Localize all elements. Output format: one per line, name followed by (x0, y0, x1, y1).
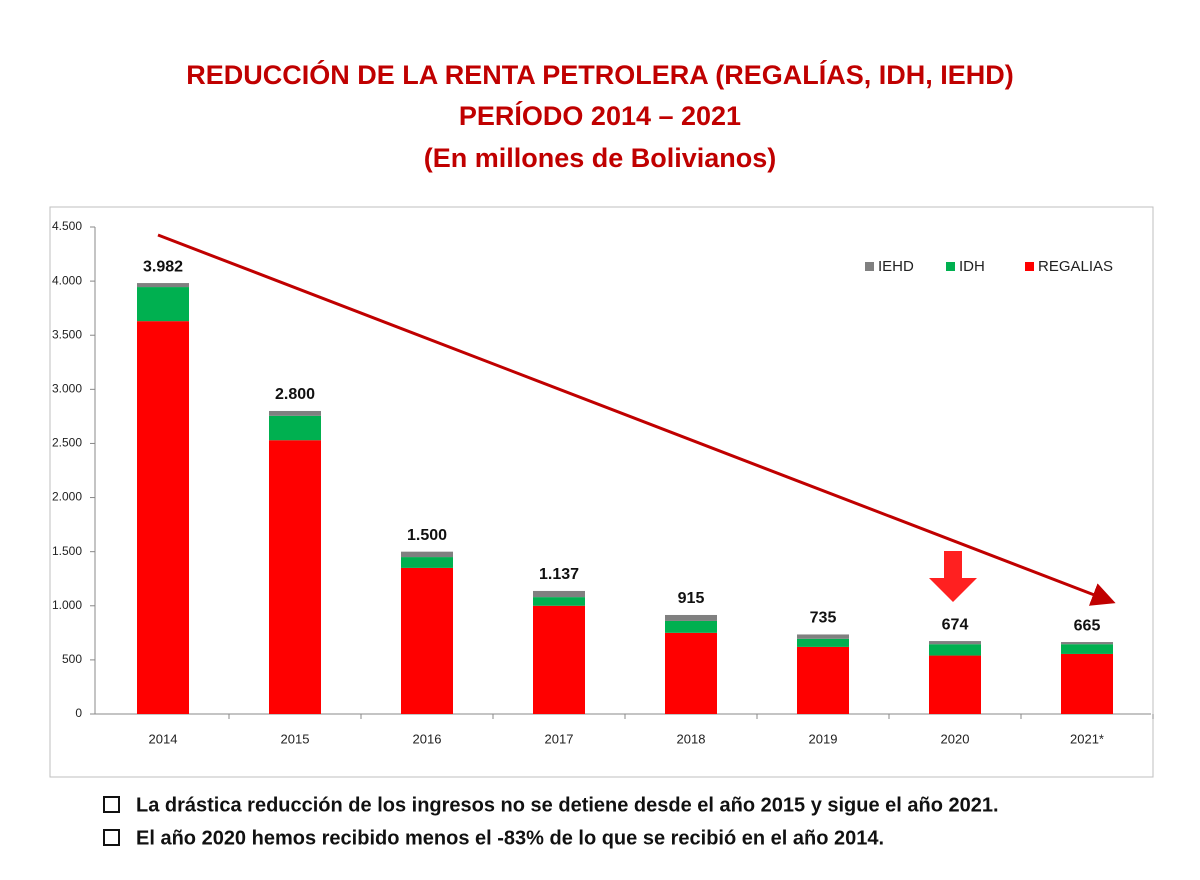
bar-segment (137, 321, 189, 714)
bar-segment (533, 605, 585, 714)
total-label: 915 (678, 590, 705, 607)
y-tick-label: 2.000 (52, 490, 82, 504)
chart-subtitle: (En millones de Bolivianos) (424, 143, 777, 173)
bar-segment (929, 644, 981, 656)
note: El año 2020 hemos recibido menos el -83%… (136, 827, 884, 849)
total-label: 735 (810, 610, 837, 627)
bar-segment (401, 551, 453, 558)
bar-segment (1061, 642, 1113, 645)
bar-segment (929, 655, 981, 714)
bar-segment (137, 283, 189, 288)
down-arrow (929, 551, 977, 602)
bar-segment (1061, 653, 1113, 714)
bar-segment (929, 641, 981, 645)
bar-segment (797, 646, 849, 714)
bar-segment (665, 632, 717, 714)
x-tick-label: 2017 (545, 731, 574, 746)
bar-segment (533, 597, 585, 606)
trend-arrow (157, 233, 1116, 606)
chart-subtitle: PERÍODO 2014 – 2021 (459, 100, 741, 131)
y-tick-label: 3.000 (52, 382, 82, 396)
total-label: 3.982 (143, 258, 183, 275)
x-tick-label: 2021* (1070, 731, 1104, 746)
legend-swatch (1025, 262, 1034, 271)
bar-segment (665, 614, 717, 621)
x-tick-label: 2018 (677, 731, 706, 746)
bar-segment (1061, 644, 1113, 654)
y-tick-label: 500 (62, 652, 82, 666)
bar-segment (137, 287, 189, 322)
legend-label: REGALIAS (1038, 258, 1113, 275)
bullet-box (103, 829, 120, 846)
x-tick-label: 2016 (413, 731, 442, 746)
y-tick-label: 4.500 (52, 219, 82, 233)
note: La drástica reducción de los ingresos no… (136, 794, 999, 816)
bar-segment (797, 634, 849, 639)
y-tick-label: 3.500 (52, 327, 82, 341)
y-tick-label: 0 (75, 706, 82, 720)
x-tick-label: 2019 (809, 731, 838, 746)
y-tick-label: 4.000 (52, 273, 82, 287)
bar-segment (401, 557, 453, 568)
bar-segment (269, 410, 321, 416)
y-tick-label: 2.500 (52, 436, 82, 450)
bar-segment (665, 620, 717, 633)
bar-segment (269, 440, 321, 714)
total-label: 674 (942, 616, 969, 633)
total-label: 1.137 (539, 566, 579, 583)
legend-label: IEHD (878, 258, 914, 275)
bar-segment (269, 415, 321, 441)
bullet-box (103, 796, 120, 813)
legend-swatch (946, 262, 955, 271)
x-tick-label: 2020 (941, 731, 970, 746)
total-label: 2.800 (275, 386, 315, 403)
y-tick-label: 1.000 (52, 598, 82, 612)
x-tick-label: 2015 (281, 731, 310, 746)
plot-frame (49, 206, 1154, 778)
total-label: 1.500 (407, 527, 447, 544)
bar-segment (533, 590, 585, 598)
legend-label: IDH (959, 258, 985, 275)
bar-segment (401, 567, 453, 714)
chart-title: REDUCCIÓN DE LA RENTA PETROLERA (REGALÍA… (186, 59, 1014, 90)
legend-swatch (865, 262, 874, 271)
total-label: 665 (1074, 617, 1101, 634)
bar-segment (797, 638, 849, 647)
y-tick-label: 1.500 (52, 544, 82, 558)
x-tick-label: 2014 (149, 731, 178, 746)
